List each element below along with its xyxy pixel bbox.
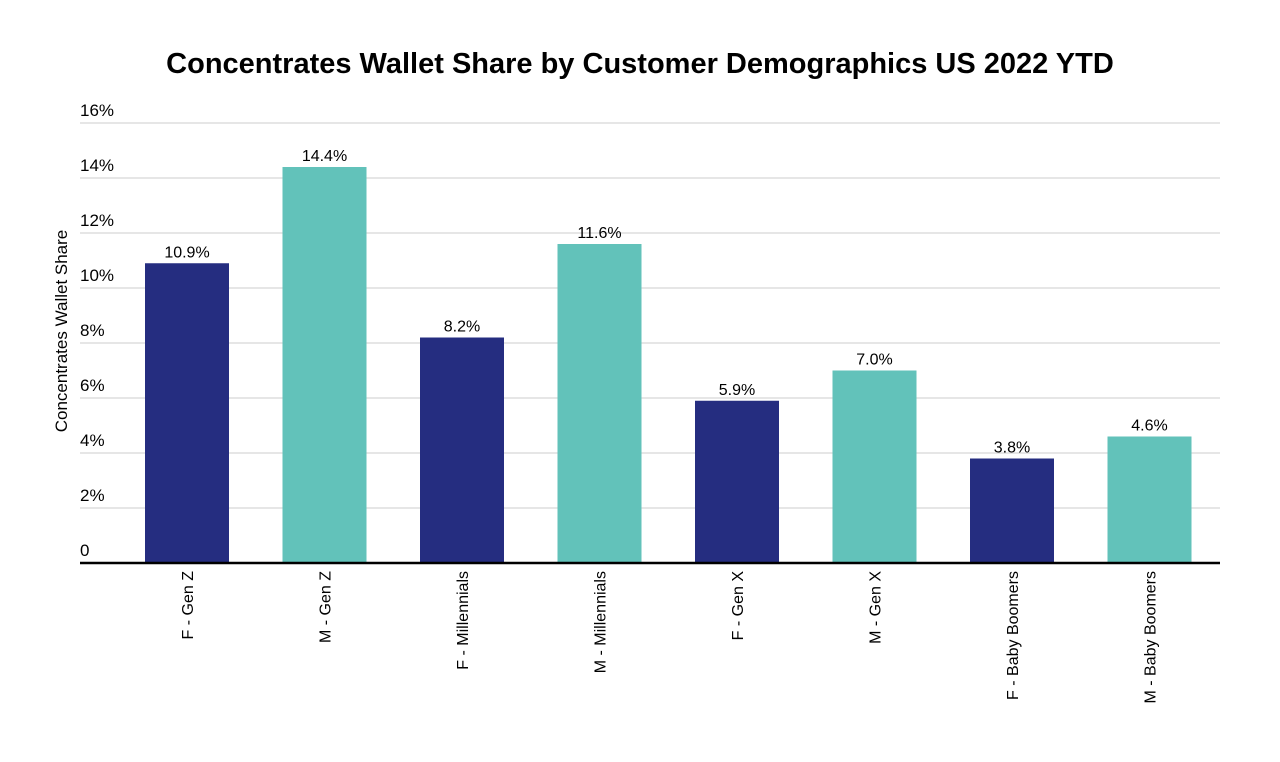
y-axis-title: Concentrates Wallet Share — [52, 230, 71, 433]
data-label: 14.4% — [302, 148, 347, 165]
data-label: 10.9% — [164, 244, 209, 261]
y-axis-ticks: 0 2% 4% 6% 8% 10% 12% 14% 16% — [80, 101, 114, 560]
data-label: 8.2% — [444, 319, 480, 336]
y-tick-label: 12% — [80, 211, 114, 230]
data-label: 4.6% — [1131, 418, 1167, 435]
y-tick-label: 16% — [80, 101, 114, 120]
gridlines — [80, 122, 1220, 509]
bar — [145, 263, 229, 563]
x-tick-label: M - Gen Z — [318, 571, 335, 643]
bar — [557, 244, 642, 563]
data-label: 11.6% — [577, 225, 621, 242]
y-tick-label: 6% — [80, 376, 105, 395]
chart-title: Concentrates Wallet Share by Customer De… — [166, 48, 1114, 80]
x-tick-label: F - Millennials — [455, 571, 472, 670]
data-label: 5.9% — [719, 382, 755, 399]
data-label: 7.0% — [856, 352, 892, 369]
x-tick-label: F - Gen X — [730, 571, 747, 641]
bars — [145, 167, 1192, 563]
x-tick-label: M - Millennials — [593, 571, 610, 673]
bar — [970, 458, 1054, 563]
y-tick-label: 4% — [80, 431, 105, 450]
bar — [420, 337, 504, 563]
bar — [695, 400, 779, 563]
x-tick-label: M - Gen X — [868, 571, 885, 644]
bar — [832, 370, 917, 563]
y-tick-label: 10% — [80, 266, 114, 285]
data-labels: 10.9% 14.4% 8.2% 11.6% 5.9% 7.0% 3.8% 4.6% — [164, 148, 1167, 457]
data-label: 3.8% — [994, 440, 1030, 457]
y-tick-label: 0 — [80, 541, 89, 560]
x-tick-label: M - Baby Boomers — [1143, 571, 1160, 703]
bar — [282, 167, 367, 563]
x-axis-ticks: F - Gen Z M - Gen Z F - Millennials M - Mil… — [180, 571, 1160, 704]
bar — [1107, 436, 1192, 563]
x-tick-label: F - Gen Z — [180, 571, 197, 640]
y-tick-label: 2% — [80, 486, 105, 505]
y-tick-label: 8% — [80, 321, 105, 340]
x-tick-label: F - Baby Boomers — [1005, 571, 1022, 700]
y-tick-label: 14% — [80, 156, 114, 175]
